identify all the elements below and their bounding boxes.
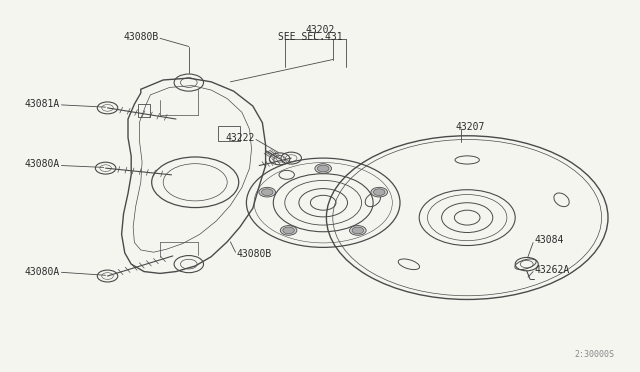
Circle shape <box>352 227 364 234</box>
Text: SEE SEC.431: SEE SEC.431 <box>278 32 343 42</box>
Text: 43207: 43207 <box>456 122 485 132</box>
Text: 43202: 43202 <box>306 25 335 35</box>
Circle shape <box>315 164 332 173</box>
Text: 43222: 43222 <box>225 134 255 143</box>
Circle shape <box>262 189 273 196</box>
Text: 2:30000S: 2:30000S <box>575 350 614 359</box>
Circle shape <box>373 189 385 196</box>
Circle shape <box>280 225 297 235</box>
Circle shape <box>317 165 329 172</box>
Text: 43080A: 43080A <box>25 267 60 276</box>
Text: 43262A: 43262A <box>534 265 570 275</box>
Text: 43081A: 43081A <box>25 99 60 109</box>
Text: 43080A: 43080A <box>25 160 60 169</box>
Circle shape <box>283 227 294 234</box>
Text: 43080B: 43080B <box>124 32 159 42</box>
Text: 43084: 43084 <box>534 235 564 245</box>
Circle shape <box>371 187 387 197</box>
Text: 43080B: 43080B <box>237 249 272 259</box>
Circle shape <box>349 225 366 235</box>
Circle shape <box>259 187 276 197</box>
